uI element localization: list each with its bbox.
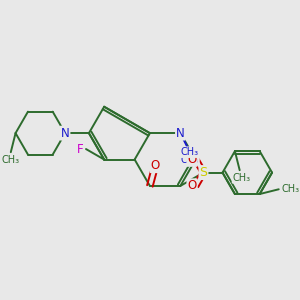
Text: O: O bbox=[188, 153, 197, 166]
Text: O: O bbox=[188, 179, 197, 192]
Text: S: S bbox=[200, 166, 208, 179]
Text: CH₃: CH₃ bbox=[181, 155, 199, 165]
Text: CH₃: CH₃ bbox=[281, 184, 299, 194]
Text: N: N bbox=[176, 127, 185, 140]
Text: CH₃: CH₃ bbox=[181, 147, 199, 157]
Text: F: F bbox=[77, 142, 84, 155]
Text: CH₃: CH₃ bbox=[232, 173, 250, 183]
Text: O: O bbox=[151, 159, 160, 172]
Text: CH₃: CH₃ bbox=[2, 155, 20, 165]
Text: N: N bbox=[61, 127, 70, 140]
